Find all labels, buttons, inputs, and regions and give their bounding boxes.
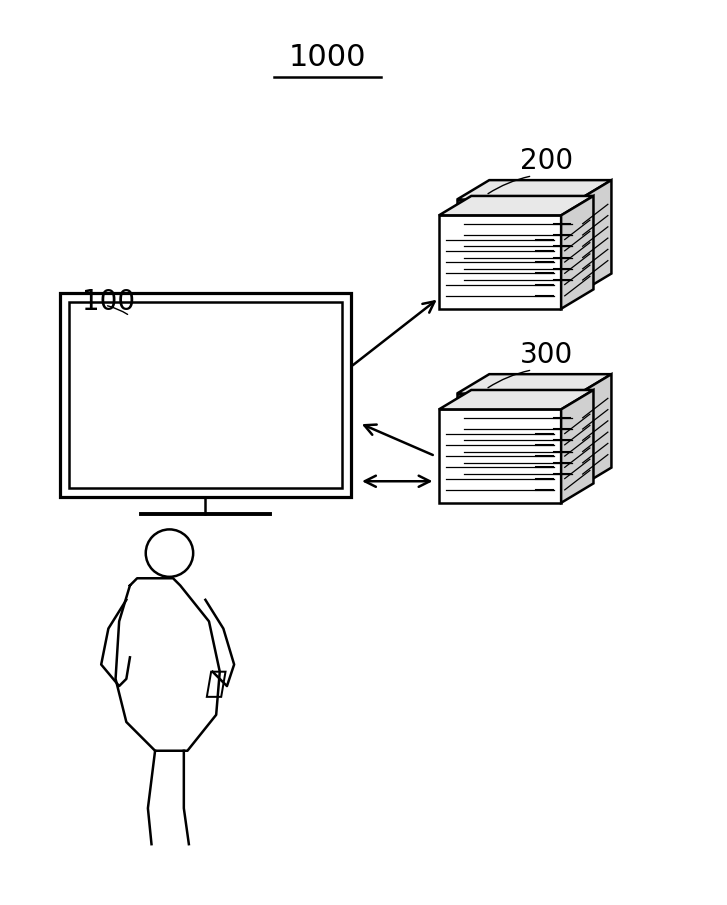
Polygon shape (457, 199, 579, 293)
Polygon shape (457, 394, 579, 487)
Polygon shape (60, 293, 350, 497)
Polygon shape (579, 374, 611, 487)
Polygon shape (561, 390, 593, 503)
Polygon shape (439, 196, 593, 215)
Polygon shape (439, 409, 561, 503)
Text: 300: 300 (520, 341, 574, 369)
Text: 1000: 1000 (289, 43, 366, 71)
Polygon shape (439, 215, 561, 309)
Polygon shape (561, 196, 593, 309)
Polygon shape (439, 390, 593, 409)
Text: 100: 100 (82, 288, 135, 316)
Text: 200: 200 (521, 148, 574, 176)
Polygon shape (579, 180, 611, 293)
Polygon shape (457, 374, 611, 394)
Polygon shape (457, 180, 611, 199)
Polygon shape (69, 301, 342, 489)
